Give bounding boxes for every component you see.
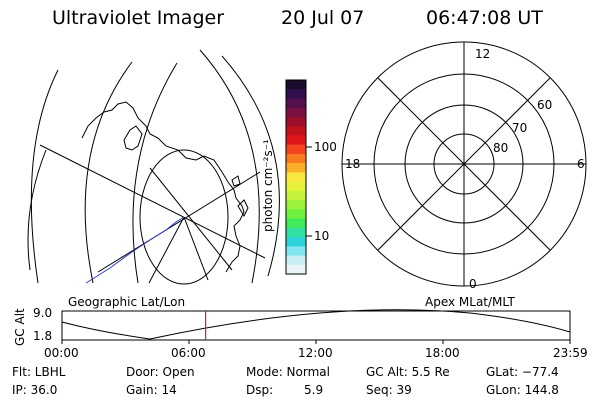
colorbar-tick-10: 10 bbox=[314, 229, 330, 243]
colorbar-segment bbox=[286, 116, 306, 127]
colorbar-segment bbox=[286, 163, 306, 173]
mlat-80-label: 80 bbox=[493, 141, 509, 155]
colorbar-segment bbox=[286, 153, 306, 164]
info-gc-alt: GC Alt: 5.5 Re bbox=[366, 365, 450, 379]
timeline-y-bottom: 1.8 bbox=[33, 329, 53, 343]
colorbar-segment bbox=[286, 80, 306, 90]
info-mode: Mode: Normal bbox=[246, 365, 330, 379]
timeline-x-tick-0000: 00:00 bbox=[44, 346, 79, 360]
timeline-plot bbox=[61, 309, 571, 344]
colorbar-segment bbox=[286, 135, 306, 146]
info-seq: Seq: 39 bbox=[366, 383, 412, 397]
colorbar-segment bbox=[286, 246, 306, 257]
info-dsp-label: Dsp: bbox=[246, 383, 274, 397]
info-ip: IP: 36.0 bbox=[12, 383, 58, 397]
timeline-y-top: 9.0 bbox=[33, 306, 53, 320]
colorbar-segment bbox=[286, 144, 306, 155]
timeline-x-tick-1800: 18:00 bbox=[425, 346, 460, 360]
colorbar-segment bbox=[286, 227, 306, 238]
timeline-x-tick-1200: 12:00 bbox=[298, 346, 333, 360]
colorbar-segment bbox=[286, 126, 306, 137]
colorbar-segment bbox=[286, 264, 306, 275]
colorbar-segment bbox=[286, 181, 306, 192]
colorbar-segment bbox=[286, 98, 306, 109]
colorbar-segment bbox=[286, 200, 306, 210]
color-bar bbox=[286, 80, 306, 275]
satellite-track bbox=[85, 216, 185, 284]
info-glat: GLat: −77.4 bbox=[486, 365, 559, 379]
colorbar-segment bbox=[286, 107, 306, 118]
colorbar-segment bbox=[286, 172, 306, 183]
geographic-label: Geographic Lat/Lon bbox=[68, 295, 186, 309]
colorbar-segment bbox=[286, 218, 306, 229]
mlt-6-label: 6 bbox=[577, 157, 585, 171]
apex-polar-plot bbox=[341, 41, 587, 287]
colorbar-tick-100: 100 bbox=[314, 140, 337, 154]
info-glon: GLon: 144.8 bbox=[486, 383, 559, 397]
colorbar-segment bbox=[286, 255, 306, 266]
colorbar-unit-label: photon cm⁻²s⁻¹ bbox=[261, 139, 275, 232]
colorbar-segment bbox=[286, 237, 306, 247]
timeline-x-tick-2359: 23:59 bbox=[553, 346, 588, 360]
mlat-70-label: 70 bbox=[512, 121, 528, 135]
timeline-x-tick-0600: 06:00 bbox=[171, 346, 206, 360]
info-filter: Flt: LBHL bbox=[12, 365, 66, 379]
info-dsp-value: 5.9 bbox=[304, 383, 324, 397]
colorbar-segment bbox=[286, 209, 306, 220]
time-label: 06:47:08 UT bbox=[426, 7, 543, 29]
date-label: 20 Jul 07 bbox=[281, 7, 365, 29]
geographic-map bbox=[27, 49, 280, 285]
info-door: Door: Open bbox=[126, 365, 195, 379]
colorbar-segment bbox=[286, 190, 306, 201]
instrument-title: Ultraviolet Imager bbox=[52, 7, 225, 29]
mlt-18-label: 18 bbox=[345, 157, 361, 171]
info-gain: Gain: 14 bbox=[126, 383, 177, 397]
apex-label: Apex MLat/MLT bbox=[425, 295, 515, 309]
colorbar-segment bbox=[286, 89, 306, 100]
mlat-60-label: 60 bbox=[537, 98, 553, 112]
mlt-12-label: 12 bbox=[475, 47, 491, 61]
timeline-axis-title: GC Alt bbox=[13, 308, 27, 346]
mlt-0-label: 0 bbox=[469, 277, 477, 291]
